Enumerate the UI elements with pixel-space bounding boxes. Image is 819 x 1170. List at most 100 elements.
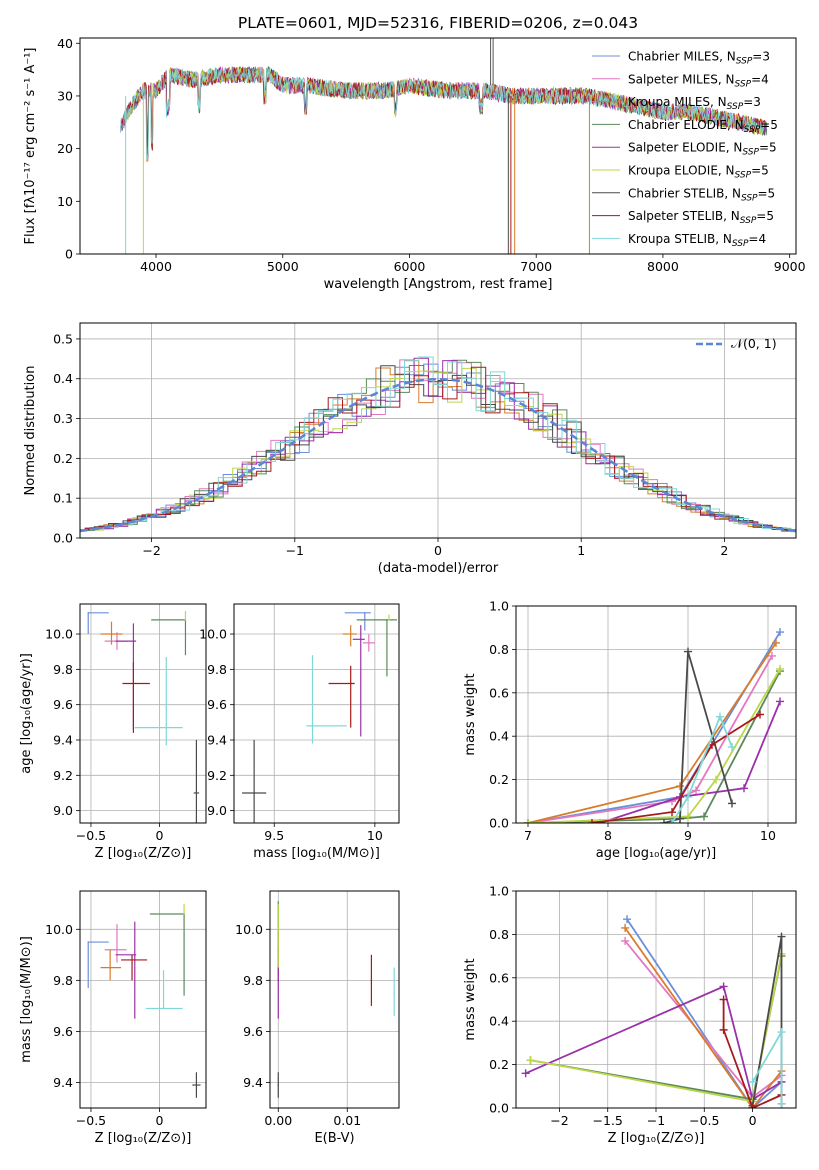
hist-step [89, 367, 796, 531]
plot-area [521, 915, 786, 1108]
panel-mass_ebv: 0.00 0.01 9.4 9.6 9.8 10.0 E(B-V) [235, 890, 400, 1146]
legend-value: =3 [752, 50, 770, 64]
mw-marker [692, 786, 700, 795]
panel-mw_age: 7 8 9 10 0.0 0.2 0.4 0.6 0.8 1.0 age [log₁₀(age/yr… [463, 599, 797, 861]
legend-subscript: SSP [742, 148, 759, 158]
x-tick-label: 6000 [394, 259, 426, 274]
x-tick-label: −0.5 [689, 1113, 719, 1128]
data-point [132, 640, 135, 642]
axes-frame [515, 890, 797, 1109]
y-tick-label: 0.2 [489, 772, 509, 787]
y-axis-label: mass weight [463, 958, 478, 1040]
mw-marker [772, 638, 780, 647]
mw-marker [684, 792, 692, 801]
mw-marker [719, 1025, 728, 1034]
data-point [87, 612, 90, 614]
x-tick-label: −1.5 [593, 1113, 623, 1128]
legend-label-3: Chabrier ELODIE, NSSP=5 [628, 118, 778, 135]
mw-marker [676, 814, 684, 823]
plot-area [87, 903, 201, 1098]
x-axis-label: age [log₁₀(age/yr)] [596, 846, 717, 861]
y-tick-label: 9.8 [53, 973, 73, 988]
y-tick-label: 9.8 [53, 662, 73, 677]
legend-subscript: SSP [735, 171, 752, 181]
y-tick-label: 0.6 [489, 970, 509, 985]
hist-step [84, 366, 796, 531]
legend-subscript: SSP [741, 193, 758, 203]
x-tick-label: −2 [142, 543, 160, 558]
data-point [195, 792, 198, 794]
mw-line [626, 918, 783, 1108]
y-tick-label: 1.0 [489, 599, 509, 614]
data-point [368, 642, 370, 644]
x-tick-label: 7000 [520, 259, 552, 274]
legend-value: =5 [758, 186, 776, 200]
y-tick-label: 0.4 [53, 371, 73, 386]
legend: Chabrier MILES, NSSP=3 Salpeter MILES, NS… [592, 50, 778, 249]
y-tick-label: 0.4 [489, 1014, 509, 1029]
plot-area [277, 901, 395, 1098]
axes-frame [515, 605, 797, 824]
legend-subscript: SSP [736, 57, 753, 67]
y-tick-label: 0.4 [489, 729, 509, 744]
data-point [109, 966, 111, 969]
mw-marker [748, 1077, 757, 1086]
x-tick-label: 0 [155, 1113, 163, 1128]
data-point [132, 682, 135, 685]
y-tick-label: 0.8 [489, 927, 509, 942]
data-point [363, 612, 366, 614]
x-tick-label: 10 [367, 828, 383, 843]
axes-frame [79, 322, 797, 539]
data-point [87, 941, 90, 943]
y-tick-label: 10.0 [199, 627, 227, 642]
legend-value: =4 [748, 232, 766, 246]
data-point [393, 992, 395, 994]
data-point [349, 682, 352, 685]
mw-marker [716, 712, 724, 721]
legend-label-7: Salpeter STELIB, NSSP=5 [628, 209, 774, 226]
mw-marker [660, 819, 668, 823]
legend-label-gauss: 𝒩(0, 1) [731, 336, 777, 351]
x-tick-label: 5000 [267, 259, 299, 274]
mw-line [527, 642, 777, 823]
data-point [162, 1007, 165, 1010]
panel-mass_z: −0.5 0 9.4 9.6 9.8 10.0 Z [log₁₀(Z/Z⊙)] mass [l… [19, 890, 207, 1146]
y-tick-label: 9.4 [53, 732, 73, 747]
data-point [370, 979, 373, 982]
x-tick-label: 0.01 [333, 1113, 361, 1128]
mw-line [525, 985, 782, 1101]
mw-marker [768, 651, 776, 660]
y-tick-label: 9.4 [207, 732, 227, 747]
panel-hist: −2 −1 0 1 2 0.0 0.1 0.2 0.3 0.4 0.5 (data-model)/er… [23, 322, 797, 576]
y-tick-label: 9.4 [53, 1075, 73, 1090]
y-tick-label: 0.2 [489, 1057, 509, 1072]
y-tick-label: 9.8 [243, 973, 263, 988]
x-tick-label: 9000 [774, 259, 806, 274]
x-tick-label: −1 [647, 1113, 665, 1128]
mw-marker [526, 1056, 535, 1065]
axes-frame [233, 603, 400, 824]
legend-value: =4 [751, 72, 769, 86]
data-point [131, 959, 133, 961]
y-axis-label: Normed distribution [23, 366, 38, 496]
panel-mw_z: −2 −1.5 −1 −0.5 0 0.0 0.2 0.4 0.6 0.8 1.0 Z [log₁₀(… [463, 884, 797, 1146]
x-tick-label: 0 [434, 543, 442, 558]
legend-value: =3 [743, 95, 761, 109]
mw-marker [728, 743, 736, 752]
data-point [277, 928, 280, 931]
plot-area [524, 628, 784, 823]
panel-spectrum: 4000 5000 6000 7000 8000 9000 0 10 20 30 40 wavelen… [23, 36, 806, 292]
mw-marker [776, 697, 784, 706]
legend-subscript: SSP [740, 216, 757, 226]
legend-subscript: SSP [744, 125, 761, 135]
y-tick-label: 9.0 [207, 803, 227, 818]
y-axis-label: mass weight [463, 673, 478, 755]
mw-marker [668, 819, 676, 823]
legend-subscript: SSP [735, 79, 752, 89]
y-tick-label: 9.2 [207, 768, 227, 783]
y-tick-label: 30 [57, 88, 73, 103]
y-tick-label: 0.6 [489, 685, 509, 700]
x-tick-label: 0 [749, 1113, 757, 1128]
data-point [116, 948, 118, 951]
mw-marker [777, 1099, 786, 1108]
